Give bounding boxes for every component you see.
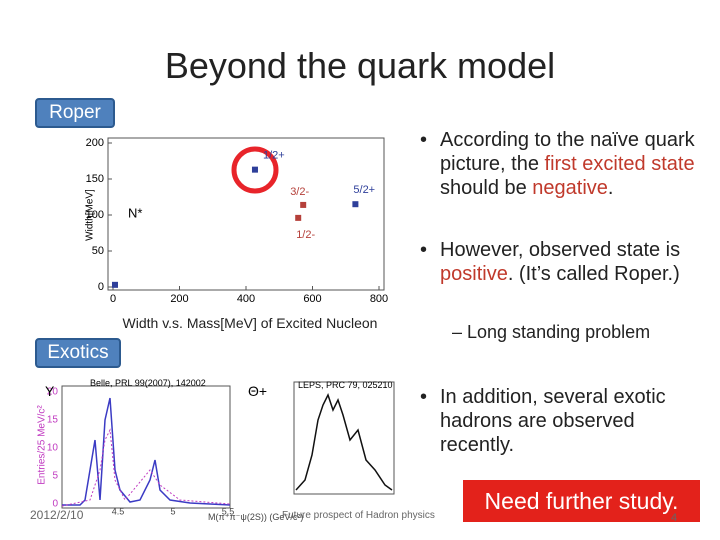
bullet-run: According to the naïve quark picture, th… xyxy=(440,129,695,175)
page-number: 4 xyxy=(671,512,678,524)
belle-y-tick-label: 20 xyxy=(47,387,59,398)
bullet-run: negative xyxy=(532,177,608,199)
exotics-tag: Exotics xyxy=(35,338,121,368)
y-axis-label: Width[MeV] xyxy=(85,189,96,241)
point-label: 3/2- xyxy=(290,186,309,198)
bullet-run: first excited state xyxy=(544,153,695,175)
x-tick-label: 400 xyxy=(237,293,255,305)
chart-caption: Width v.s. Mass[MeV] of Excited Nucleon xyxy=(122,315,378,331)
belle-reference: Belle, PRL 99(2007), 142002 xyxy=(90,378,206,388)
belle-fit xyxy=(61,428,231,507)
leps-curve xyxy=(295,393,393,491)
belle-x-tick-label: 4.5 xyxy=(112,506,125,516)
x-tick-label: 0 xyxy=(110,293,116,305)
theta-symbol: Θ+ xyxy=(248,383,268,399)
y-symbol: Y xyxy=(45,383,55,399)
bullet: According to the naïve quark picture, th… xyxy=(420,128,705,200)
point xyxy=(251,166,258,173)
y-tick-label: 150 xyxy=(86,173,104,185)
x-tick-label: 600 xyxy=(303,293,321,305)
point-label: 1/2+ xyxy=(263,150,285,162)
callout-text: Need further study. xyxy=(484,488,679,514)
belle-x-tick-label: 5 xyxy=(170,506,175,516)
belle-y-tick-label: 0 xyxy=(52,499,58,510)
point xyxy=(111,281,118,288)
point xyxy=(352,201,359,208)
point xyxy=(300,201,307,208)
belle-histogram xyxy=(62,397,231,506)
footer-date: 2012/2/10 xyxy=(30,508,84,522)
bullet: In addition, several exotic hadrons are … xyxy=(420,385,670,457)
leps-frame xyxy=(293,381,395,495)
x-tick-label: 800 xyxy=(370,293,388,305)
belle-y-tick-label: 15 xyxy=(47,415,59,426)
highlight-circle xyxy=(231,146,279,194)
y-tick-label: 50 xyxy=(92,245,104,257)
sub-bullet-text: Long standing problem xyxy=(467,322,651,342)
leps-reference: LEPS, PRC 79, 025210 xyxy=(298,380,393,390)
point xyxy=(295,214,302,221)
belle-x-tick-label: 5.5 xyxy=(222,506,235,516)
point-label: 5/2+ xyxy=(353,184,375,196)
bullet-run: However, observed state is xyxy=(440,239,681,261)
y-tick-label: 200 xyxy=(86,137,104,149)
belle-y-tick-label: 10 xyxy=(47,443,59,454)
callout-box xyxy=(463,480,700,522)
bullet-run: positive xyxy=(440,263,508,285)
belle-y-label: Entries/25 MeV/c² xyxy=(37,405,48,485)
roper-tag: Roper xyxy=(35,98,115,128)
plot-frame xyxy=(107,137,385,291)
point-label: 1/2- xyxy=(296,229,315,241)
sub-bullet: – Long standing problem xyxy=(452,322,651,342)
bullet-run: . (It’s called Roper.) xyxy=(507,263,680,285)
bullet: However, observed state is positive. (It… xyxy=(420,238,695,286)
y-tick-label: 100 xyxy=(86,209,104,221)
footer-center: Future prospect of Hadron physics xyxy=(282,510,435,521)
slide-title: Beyond the quark model xyxy=(164,45,556,86)
belle-frame xyxy=(61,385,231,509)
bullet-run: should be xyxy=(440,177,533,199)
x-tick-label: 200 xyxy=(170,293,188,305)
belle-y-tick-label: 5 xyxy=(52,471,58,482)
y-tick-label: 0 xyxy=(98,281,104,293)
bullet-run: . xyxy=(607,177,614,199)
annotation: N* xyxy=(128,205,142,220)
belle-x-label: M(π⁺π⁻ψ(2S)) (GeV/c²) xyxy=(208,512,304,522)
